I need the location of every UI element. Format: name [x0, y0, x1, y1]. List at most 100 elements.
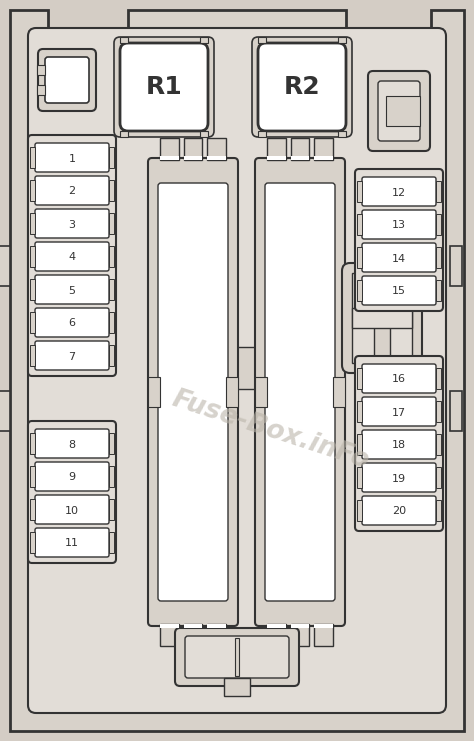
- Bar: [183, 138, 202, 160]
- FancyBboxPatch shape: [362, 243, 436, 272]
- FancyBboxPatch shape: [148, 158, 238, 626]
- Text: 10: 10: [65, 505, 79, 516]
- FancyBboxPatch shape: [378, 81, 420, 141]
- Bar: [200, 131, 208, 137]
- Bar: [207, 156, 226, 160]
- Bar: [148, 377, 160, 407]
- FancyBboxPatch shape: [362, 430, 436, 459]
- Text: R1: R1: [146, 75, 182, 99]
- Bar: [183, 156, 202, 160]
- Bar: [338, 131, 346, 137]
- Bar: [436, 214, 441, 235]
- Bar: [30, 466, 35, 487]
- FancyBboxPatch shape: [252, 37, 352, 137]
- Bar: [160, 624, 179, 628]
- Bar: [255, 377, 267, 407]
- Bar: [183, 624, 202, 646]
- Bar: [37, 65, 45, 75]
- Bar: [160, 624, 179, 646]
- Bar: [357, 181, 362, 202]
- FancyBboxPatch shape: [185, 636, 289, 678]
- Bar: [120, 131, 128, 137]
- Bar: [291, 138, 310, 160]
- Polygon shape: [10, 10, 464, 731]
- Text: 13: 13: [392, 221, 406, 230]
- Bar: [357, 401, 362, 422]
- Bar: [30, 180, 35, 201]
- Bar: [109, 433, 114, 454]
- FancyBboxPatch shape: [35, 209, 109, 238]
- Text: 9: 9: [68, 473, 75, 482]
- FancyBboxPatch shape: [28, 135, 116, 376]
- FancyBboxPatch shape: [35, 308, 109, 337]
- Bar: [109, 279, 114, 300]
- FancyBboxPatch shape: [362, 276, 436, 305]
- Bar: [291, 624, 310, 646]
- Bar: [267, 138, 286, 160]
- Bar: [200, 37, 208, 43]
- Bar: [109, 532, 114, 553]
- Bar: [226, 377, 238, 407]
- Bar: [450, 391, 462, 431]
- Bar: [357, 467, 362, 488]
- Text: 1: 1: [69, 153, 75, 164]
- Bar: [436, 368, 441, 389]
- Bar: [30, 345, 35, 366]
- FancyBboxPatch shape: [265, 183, 335, 601]
- FancyBboxPatch shape: [362, 397, 436, 426]
- Bar: [436, 434, 441, 455]
- Bar: [352, 273, 374, 363]
- Bar: [357, 500, 362, 521]
- Text: 2: 2: [68, 187, 75, 196]
- Bar: [109, 180, 114, 201]
- Bar: [450, 246, 462, 286]
- Bar: [207, 624, 226, 628]
- Bar: [183, 624, 202, 628]
- FancyBboxPatch shape: [114, 37, 214, 137]
- Text: 4: 4: [68, 253, 75, 262]
- FancyBboxPatch shape: [362, 210, 436, 239]
- FancyBboxPatch shape: [28, 28, 446, 713]
- FancyBboxPatch shape: [35, 462, 109, 491]
- FancyBboxPatch shape: [368, 71, 430, 151]
- Bar: [224, 678, 250, 696]
- Bar: [109, 499, 114, 520]
- Text: 5: 5: [69, 285, 75, 296]
- Bar: [30, 433, 35, 454]
- Bar: [0, 391, 10, 431]
- Bar: [235, 638, 239, 676]
- Bar: [30, 312, 35, 333]
- FancyBboxPatch shape: [355, 356, 443, 531]
- Text: 20: 20: [392, 507, 406, 516]
- FancyBboxPatch shape: [35, 495, 109, 524]
- Bar: [357, 368, 362, 389]
- Bar: [30, 147, 35, 168]
- FancyBboxPatch shape: [158, 183, 228, 601]
- Bar: [30, 279, 35, 300]
- Bar: [267, 156, 286, 160]
- FancyBboxPatch shape: [45, 57, 89, 103]
- Bar: [291, 624, 310, 628]
- Bar: [160, 156, 179, 160]
- FancyBboxPatch shape: [28, 421, 116, 563]
- Text: R2: R2: [283, 75, 320, 99]
- Bar: [267, 624, 286, 628]
- Bar: [390, 273, 412, 363]
- Bar: [207, 138, 226, 160]
- Text: 12: 12: [392, 187, 406, 198]
- FancyBboxPatch shape: [175, 628, 299, 686]
- Bar: [30, 499, 35, 520]
- Bar: [109, 246, 114, 267]
- FancyBboxPatch shape: [35, 143, 109, 172]
- Bar: [109, 213, 114, 234]
- Text: 7: 7: [68, 351, 75, 362]
- FancyBboxPatch shape: [38, 49, 96, 111]
- Bar: [357, 280, 362, 301]
- Bar: [30, 213, 35, 234]
- Bar: [109, 312, 114, 333]
- Text: 17: 17: [392, 408, 406, 417]
- Bar: [120, 37, 128, 43]
- FancyBboxPatch shape: [362, 177, 436, 206]
- Text: 3: 3: [69, 219, 75, 230]
- Bar: [258, 37, 266, 43]
